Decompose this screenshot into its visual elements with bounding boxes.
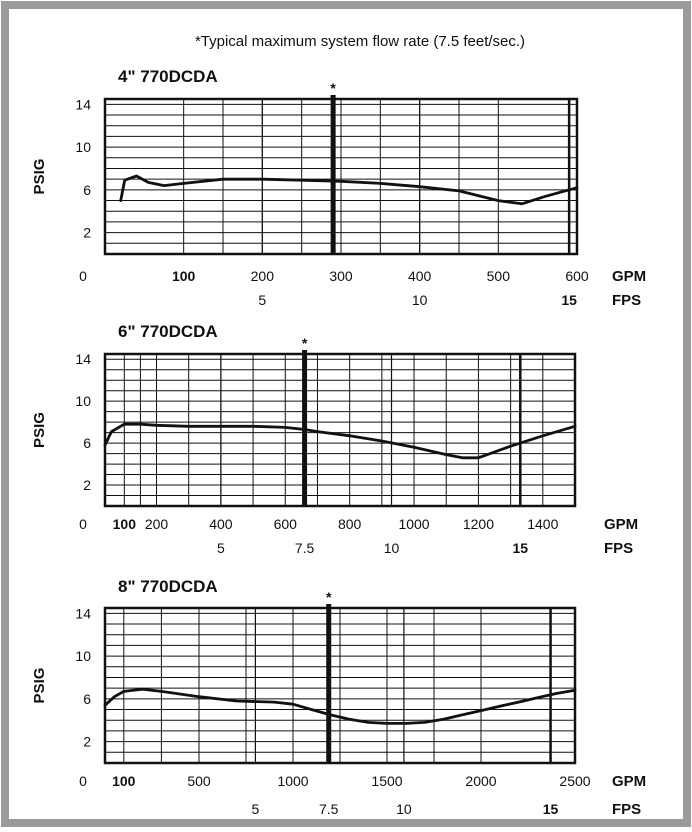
x-tick-label: 500 <box>187 773 211 789</box>
x-tick-label: 100 <box>112 773 136 789</box>
x-tick-label: 100 <box>113 516 137 532</box>
x-tick-label: 100 <box>172 268 196 284</box>
fps-tick-label: 5 <box>252 801 260 817</box>
chart-2: 6" 770DCDA * 2 6 10 14 PSIG 0 100 200 400 600 800 100… <box>31 322 638 557</box>
data-series-line-1 <box>103 687 577 725</box>
x-tick-label: 500 <box>487 268 511 284</box>
x-tick-label: 400 <box>209 516 233 532</box>
y-tick-label: 6 <box>83 182 91 198</box>
y-axis-label: PSIG <box>31 668 48 704</box>
x-tick-label: 1400 <box>527 516 558 532</box>
plot-border <box>103 606 577 765</box>
fps-tick-label: 10 <box>396 801 412 817</box>
x-tick-label: 2500 <box>559 773 590 789</box>
data-series-line-1 <box>103 422 577 460</box>
chart-title: 6" 770DCDA <box>118 322 218 341</box>
fps-tick-label: 15 <box>561 292 577 308</box>
chart-3: 8" 770DCDA * 2 6 10 14 PSIG 0 100 500 1000 1500 2000… <box>31 577 646 818</box>
x-tick-label: 1000 <box>398 516 429 532</box>
fps-tick-label: 5 <box>258 292 266 308</box>
x-tick-label: 2000 <box>465 773 496 789</box>
x-tick-label: 600 <box>565 268 589 284</box>
plot-border <box>103 97 579 256</box>
y-tick-label: 2 <box>83 734 91 750</box>
footnote: *Typical maximum system flow rate (7.5 f… <box>195 33 525 50</box>
x-tick-label: 1200 <box>463 516 494 532</box>
fps-tick-label: 7.5 <box>319 801 339 817</box>
y-axis-label: PSIG <box>31 412 48 448</box>
y-tick-label: 10 <box>75 393 91 409</box>
y-tick-label: 10 <box>75 139 91 155</box>
y-tick-label: 14 <box>75 351 91 367</box>
x-tick-label: 800 <box>338 516 362 532</box>
x-tick-label: 1500 <box>371 773 402 789</box>
x-axis-label-gpm: GPM <box>612 773 646 790</box>
fps-tick-label: 15 <box>543 801 559 817</box>
fps-tick-label: 10 <box>412 292 428 308</box>
fps-tick-label: 10 <box>384 540 400 556</box>
y-tick-label: 2 <box>83 225 91 241</box>
x-tick-label: 600 <box>274 516 298 532</box>
chart-title: 8" 770DCDA <box>118 577 218 596</box>
x-axis-label-fps: FPS <box>612 801 641 818</box>
x-tick-label: 400 <box>408 268 432 284</box>
y-tick-label: 14 <box>75 605 91 621</box>
x-tick-label: 200 <box>145 516 169 532</box>
fps-tick-label: 5 <box>217 540 225 556</box>
y-axis-label: PSIG <box>31 159 48 195</box>
x-axis-label-gpm: GPM <box>604 516 638 533</box>
x-tick-label: 0 <box>79 268 87 284</box>
chart-1: 4" 770DCDA * 2 6 10 14 PSIG 0 100 200 300 400 500 600… <box>31 67 646 309</box>
x-axis-label-fps: FPS <box>612 292 641 309</box>
max-flow-marker-label: * <box>302 335 308 351</box>
max-flow-marker-label: * <box>330 80 336 96</box>
y-tick-label: 10 <box>75 648 91 664</box>
y-tick-label: 14 <box>75 96 91 112</box>
x-tick-label: 300 <box>329 268 353 284</box>
x-tick-label: 0 <box>79 773 87 789</box>
x-axis-label-fps: FPS <box>604 540 633 557</box>
x-tick-label: 0 <box>79 516 87 532</box>
x-axis-label-gpm: GPM <box>612 268 646 285</box>
data-series-line-1 <box>119 174 579 206</box>
x-tick-label: 200 <box>251 268 275 284</box>
x-tick-label: 1000 <box>277 773 308 789</box>
y-tick-label: 6 <box>83 691 91 707</box>
y-tick-label: 2 <box>83 477 91 493</box>
chart-title: 4" 770DCDA <box>118 67 218 86</box>
plot-border <box>103 352 577 508</box>
max-flow-marker-label: * <box>326 589 332 605</box>
y-tick-label: 6 <box>83 435 91 451</box>
fps-tick-label: 7.5 <box>295 540 315 556</box>
fps-tick-label: 15 <box>512 540 528 556</box>
